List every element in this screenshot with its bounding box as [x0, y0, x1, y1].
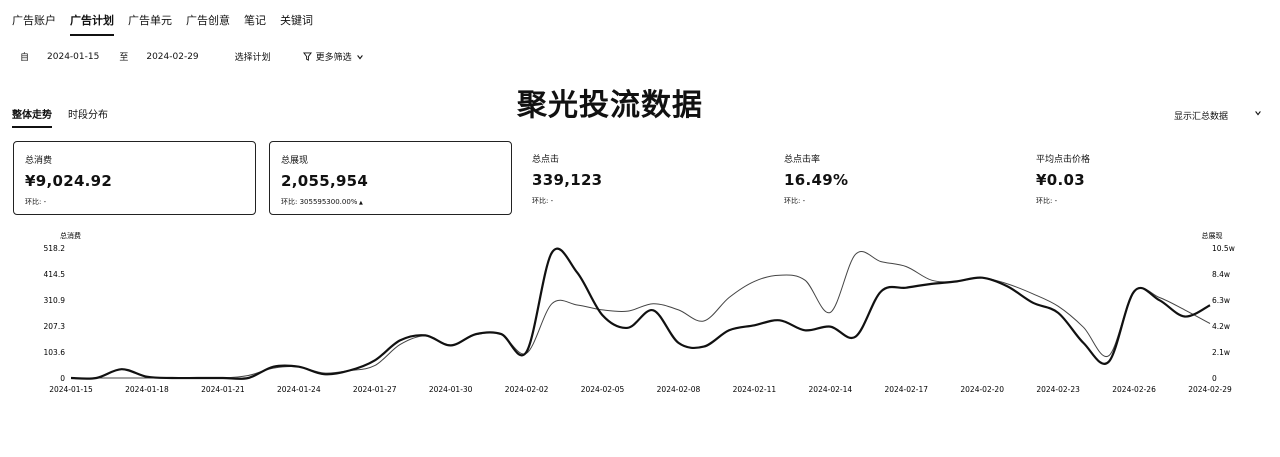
top-tabs: 广告账户 广告计划 广告单元 广告创意 笔记 关键词 [12, 10, 313, 36]
metric-compare: 环比: - [784, 196, 805, 206]
y-right-tick: 2.1w [1212, 348, 1230, 357]
summary-select[interactable]: 显示汇总数据 [1174, 109, 1262, 122]
metric-compare-text: 环比: - [784, 197, 806, 205]
y-left-tick: 310.9 [44, 296, 66, 305]
x-tick: 2024-02-14 [809, 385, 853, 394]
trend-up-icon: ▲ [357, 200, 363, 206]
metric-compare: 环比: 305595300.00% ▲ [281, 197, 363, 207]
filter-icon [302, 52, 312, 61]
metric-label: 总展现 [281, 156, 309, 166]
metric-card[interactable]: 总点击 339,123 环比: - [521, 141, 764, 215]
metric-compare-text: 环比: - [1036, 197, 1058, 205]
metric-value: 339,123 [532, 171, 603, 189]
end-date-input[interactable]: 2024-02-29 [146, 51, 199, 62]
x-tick: 2024-01-24 [277, 385, 321, 394]
x-tick: 2024-01-15 [49, 385, 93, 394]
tab-5[interactable]: 关键词 [280, 14, 313, 27]
metric-compare: 环比: - [25, 197, 46, 207]
metric-value: ¥9,024.92 [25, 172, 113, 190]
tab-2[interactable]: 广告单元 [128, 14, 172, 27]
metric-compare: 环比: - [532, 196, 553, 206]
y-left-tick: 518.2 [44, 244, 66, 253]
x-tick: 2024-02-17 [884, 385, 928, 394]
x-tick: 2024-01-27 [353, 385, 397, 394]
chart-subtabs: 整体走势 时段分布 [12, 106, 108, 128]
trend-chart-svg: 总消费 总展现 518.2 414.5 310.9 207.3 103.6 0 10.5w 8.4… [44, 231, 1235, 394]
tab-1[interactable]: 广告计划 [70, 10, 114, 36]
right-axis-title: 总展现 [1202, 231, 1223, 240]
metric-value: ¥0.03 [1036, 171, 1085, 189]
metric-card[interactable]: 总展现 2,055,954 环比: 305595300.00% ▲ [269, 141, 512, 215]
x-tick: 2024-01-30 [429, 385, 473, 394]
summary-select-label: 显示汇总数据 [1173, 112, 1228, 122]
y-right-tick: 10.5w [1212, 244, 1235, 253]
more-filters-button[interactable]: 更多筛选 [302, 50, 364, 63]
x-tick: 2024-01-18 [125, 385, 169, 394]
x-tick: 2024-02-05 [581, 385, 625, 394]
select-plan-dropdown[interactable]: 选择计划 [234, 53, 271, 63]
metric-compare-text: 环比: - [25, 198, 47, 206]
metric-label: 总点击率 [784, 155, 821, 165]
metric-compare: 环比: - [1036, 196, 1057, 206]
left-axis-title: 总消费 [60, 231, 81, 240]
y-left-tick: 207.3 [44, 322, 66, 331]
start-date-input[interactable]: 2024-01-15 [47, 51, 100, 62]
chevron-down-icon [1255, 111, 1261, 116]
metric-card[interactable]: 平均点击价格 ¥0.03 环比: - [1025, 141, 1268, 215]
tab-0[interactable]: 广告账户 [12, 14, 56, 27]
subtab-0[interactable]: 整体走势 [12, 106, 52, 128]
x-tick: 2024-02-02 [505, 385, 549, 394]
chevron-down-icon [356, 54, 363, 60]
date-to-label: 至 [119, 53, 129, 63]
metric-compare-text: 环比: - [532, 197, 554, 205]
date-from-label: 自 [20, 53, 30, 63]
subtab-1[interactable]: 时段分布 [68, 110, 108, 121]
metric-card[interactable]: 总消费 ¥9,024.92 环比: - [13, 141, 256, 215]
metric-label: 总点击 [532, 155, 560, 165]
metric-label: 平均点击价格 [1036, 155, 1091, 165]
x-tick: 2024-02-23 [1036, 385, 1080, 394]
metric-card[interactable]: 总点击率 16.49% 环比: - [773, 141, 1016, 215]
metric-compare-text: 环比: 305595300.00% [281, 198, 358, 206]
x-tick: 2024-02-11 [733, 385, 777, 394]
y-left-tick: 0 [60, 374, 65, 383]
y-left-tick: 103.6 [44, 348, 66, 357]
x-tick: 2024-02-26 [1112, 385, 1156, 394]
metric-value: 16.49% [784, 171, 849, 189]
tab-4[interactable]: 笔记 [244, 14, 266, 27]
overlay-title: 聚光投流数据 [517, 88, 703, 123]
filter-bar: 自 2024-01-15 至 2024-02-29 选择计划 更多筛选 [20, 50, 364, 63]
y-right-tick: 6.3w [1212, 296, 1230, 305]
y-right-tick: 8.4w [1212, 270, 1230, 279]
x-tick: 2024-02-29 [1188, 385, 1232, 394]
metric-label: 总消费 [25, 156, 53, 166]
y-right-tick: 0 [1212, 374, 1217, 383]
x-tick: 2024-02-08 [657, 385, 701, 394]
metric-value: 2,055,954 [281, 172, 369, 190]
more-filters-label: 更多筛选 [315, 53, 352, 63]
series-line-spend [70, 247, 1211, 380]
x-tick: 2024-02-20 [960, 385, 1004, 394]
y-right-tick: 4.2w [1212, 322, 1230, 331]
trend-chart: 总消费 总展现 518.2 414.5 310.9 207.3 103.6 0 10.5w 8.4… [0, 228, 1280, 407]
y-left-tick: 414.5 [44, 270, 66, 279]
series-line-impressions [70, 250, 1211, 379]
tab-3[interactable]: 广告创意 [186, 14, 230, 27]
x-tick: 2024-01-21 [201, 385, 245, 394]
